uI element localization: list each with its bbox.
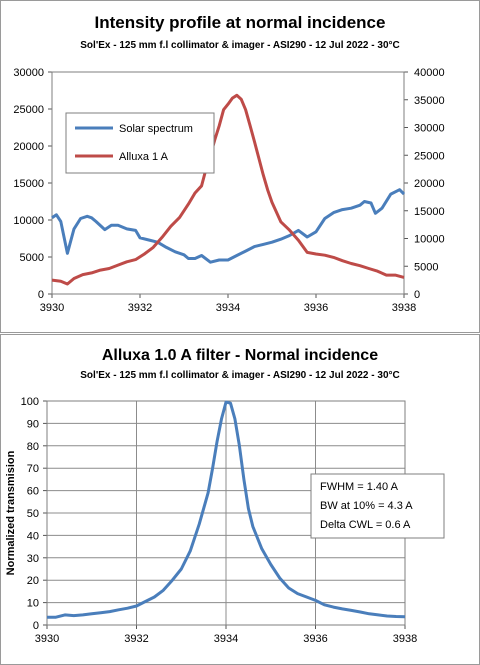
legend-label-solar-spectrum: Solar spectrum bbox=[119, 123, 193, 135]
annotation-delta-cwl: Delta CWL = 0.6 A bbox=[320, 519, 411, 531]
chart-1-series-lines bbox=[51, 93, 406, 286]
x-tick-label: 3930 bbox=[35, 633, 59, 645]
annotation-bw-10pct: BW at 10% = 4.3 A bbox=[320, 500, 413, 512]
x-tick-label: 3930 bbox=[40, 302, 64, 314]
y-tick-label: 60 bbox=[27, 486, 39, 498]
x-tick-label: 3934 bbox=[214, 633, 238, 645]
y2-tick-label: 0 bbox=[414, 289, 420, 301]
y2-tick-label: 5000 bbox=[414, 261, 438, 273]
y-tick-label: 20 bbox=[27, 575, 39, 587]
chart-1-subtitle: Sol'Ex - 125 mm f.l collimator & imager … bbox=[80, 40, 399, 51]
y-tick-label: 0 bbox=[38, 289, 44, 301]
y-tick-label: 40 bbox=[27, 530, 39, 542]
x-tick-label: 3936 bbox=[303, 633, 327, 645]
y2-tick-label: 20000 bbox=[414, 178, 445, 190]
x-tick-label: 3938 bbox=[393, 633, 417, 645]
y-tick-label: 10 bbox=[27, 598, 39, 610]
y-tick-label: 90 bbox=[27, 418, 39, 430]
x-tick-label: 3938 bbox=[392, 302, 416, 314]
y2-tick-label: 35000 bbox=[414, 95, 445, 107]
x-tick-label: 3934 bbox=[216, 302, 240, 314]
y-tick-label: 70 bbox=[27, 463, 39, 475]
y-tick-label: 5000 bbox=[20, 252, 44, 264]
y-tick-label: 0 bbox=[33, 620, 39, 632]
y-tick-label: 20000 bbox=[13, 141, 44, 153]
chart-2-y-axis-label: Normalized transmision bbox=[5, 450, 17, 575]
y-tick-label: 15000 bbox=[13, 178, 44, 190]
x-tick-label: 3932 bbox=[124, 633, 148, 645]
y2-tick-label: 25000 bbox=[414, 150, 445, 162]
x-tick-label: 3936 bbox=[304, 302, 328, 314]
y2-tick-label: 30000 bbox=[414, 123, 445, 135]
y2-tick-label: 15000 bbox=[414, 206, 445, 218]
chart-2-annotation-box bbox=[310, 473, 445, 539]
legend-label-alluxa: Alluxa 1 A bbox=[119, 151, 169, 163]
x-tick-label: 3932 bbox=[128, 302, 152, 314]
y-tick-label: 30000 bbox=[13, 67, 44, 79]
y-tick-label: 100 bbox=[21, 396, 39, 408]
annotation-fwhm: FWHM = 1.40 A bbox=[320, 481, 399, 493]
y2-tick-label: 10000 bbox=[414, 234, 445, 246]
chart-2-subtitle: Sol'Ex - 125 mm f.l collimator & imager … bbox=[80, 370, 399, 381]
series-line-alluxa-1-a bbox=[51, 93, 405, 286]
series-line-solar-spectrum bbox=[51, 188, 406, 264]
y-tick-label: 80 bbox=[27, 441, 39, 453]
chart-1-tick-labels: 0 5000 10000 15000 20000 25000 30000 0 5000 10000… bbox=[13, 67, 444, 314]
chart-2-series-lines bbox=[47, 400, 406, 619]
chart-1-legend bbox=[65, 112, 215, 174]
y-tick-label: 30 bbox=[27, 553, 39, 565]
chart-2-title: Alluxa 1.0 A filter - Normal incidence bbox=[102, 347, 378, 364]
chart-1-title: Intensity profile at normal incidence bbox=[95, 13, 386, 32]
y2-tick-label: 40000 bbox=[414, 67, 445, 79]
y-tick-label: 50 bbox=[27, 508, 39, 520]
y-tick-label: 10000 bbox=[13, 215, 44, 227]
series-line bbox=[47, 400, 406, 619]
y-tick-label: 25000 bbox=[13, 104, 44, 116]
chart-1-plot-area bbox=[51, 71, 405, 295]
chart-2-tick-labels: 0 10 20 30 40 50 60 70 80 90 100 3930 3932 3934 3936 39… bbox=[21, 396, 418, 645]
